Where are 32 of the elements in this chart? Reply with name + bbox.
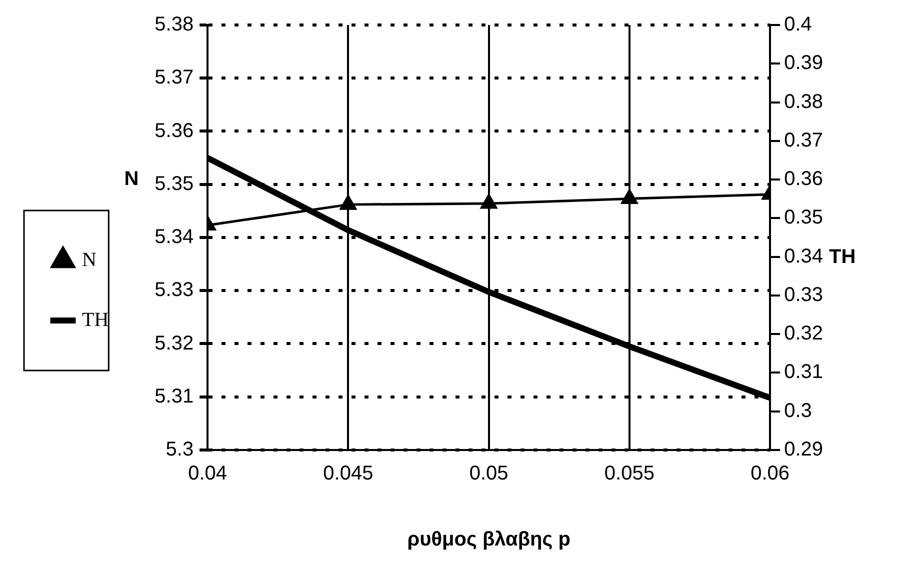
- y-tick-label: 5.32: [154, 332, 194, 354]
- x-tick-label: 0.05: [469, 462, 508, 485]
- x-tick-label: 0.045: [323, 462, 374, 485]
- y2-tick-label: 0.4: [784, 14, 812, 36]
- y2-tick-label: 0.36: [784, 168, 824, 190]
- y-tick-label: 5.36: [154, 120, 194, 142]
- y2-axis-title: TH: [829, 246, 856, 268]
- x-tick-label: 0.06: [750, 462, 790, 485]
- x-tick-label: 0.055: [604, 462, 654, 485]
- x-axis-title: ρυθμος βλαβης p: [407, 528, 570, 551]
- legend-label: TH: [82, 308, 109, 331]
- y2-tick-label: 0.37: [784, 129, 824, 152]
- y-tick-label: 5.3: [166, 438, 194, 461]
- y-tick-label: 5.35: [154, 172, 194, 195]
- y2-tick-label: 0.33: [784, 284, 824, 306]
- y2-tick-label: 0.31: [784, 361, 824, 384]
- y-tick-label: 5.33: [154, 279, 194, 302]
- y2-tick-label: 0.38: [784, 90, 824, 113]
- point: [480, 194, 498, 209]
- y2-tick-label: 0.3: [784, 400, 812, 422]
- x-tick-label: 0.04: [188, 462, 228, 485]
- y-axis-title: N: [124, 168, 139, 190]
- y-tick-label: 5.37: [154, 66, 194, 89]
- y-tick-label: 5.31: [154, 385, 194, 408]
- y2-tick-label: 0.32: [784, 322, 824, 345]
- y-tick-label: 5.34: [154, 226, 194, 248]
- y2-tick-label: 0.29: [784, 438, 824, 461]
- y-tick-label: 5.38: [154, 14, 194, 36]
- y2-tick-label: 0.39: [784, 52, 824, 74]
- y2-tick-label: 0.34: [784, 245, 824, 268]
- y2-tick-label: 0.35: [784, 206, 824, 229]
- legend-label: N: [82, 248, 96, 271]
